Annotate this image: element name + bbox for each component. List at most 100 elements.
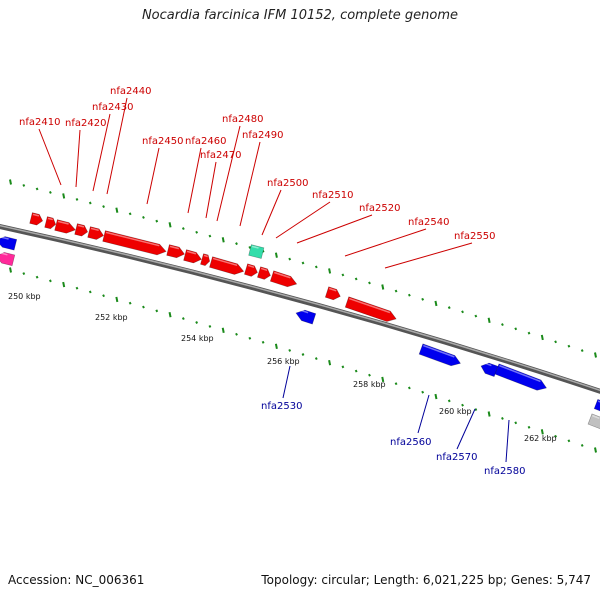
forward-gene <box>183 249 202 264</box>
tick-mark <box>434 300 438 307</box>
reverse-gene <box>0 251 16 267</box>
tick-mark <box>115 296 119 303</box>
tick-mark <box>421 390 425 394</box>
forward-gene <box>324 286 341 301</box>
leader-line <box>106 97 128 195</box>
gene-label-nfa2540: nfa2540 <box>408 217 449 228</box>
tick-mark <box>181 317 185 321</box>
tick-mark <box>501 323 504 326</box>
tick-mark <box>567 439 571 443</box>
gene-label-nfa2580: nfa2580 <box>484 466 525 477</box>
gene-label-nfa2460: nfa2460 <box>185 136 226 147</box>
gene-label-nfa2430: nfa2430 <box>92 102 133 113</box>
tick-mark <box>48 190 52 194</box>
tick-mark <box>235 242 238 246</box>
gene-label-nfa2520: nfa2520 <box>359 203 400 214</box>
forward-gene <box>44 216 57 230</box>
scale-label: 262 kbp <box>524 434 557 443</box>
tick-mark <box>501 416 504 420</box>
scale-label: 252 kbp <box>95 313 128 322</box>
rna-gene <box>248 244 265 259</box>
tick-mark <box>22 272 26 276</box>
tick-mark <box>195 321 199 324</box>
tick-mark <box>368 281 371 285</box>
gene-label-nfa2440: nfa2440 <box>110 86 151 97</box>
gene-label-nfa2410: nfa2410 <box>19 117 60 128</box>
leader-line <box>275 201 331 239</box>
tick-mark <box>248 246 252 249</box>
tick-mark <box>88 290 92 294</box>
scale-label: 250 kbp <box>8 292 41 301</box>
gene-label-nfa2510: nfa2510 <box>312 190 353 201</box>
tick-mark <box>354 369 358 373</box>
leader-line <box>75 129 81 188</box>
tick-mark <box>540 429 544 435</box>
tick-mark <box>288 348 292 352</box>
leader-line <box>417 394 430 434</box>
tick-mark <box>288 257 292 261</box>
gene-label-nfa2560: nfa2560 <box>390 437 431 448</box>
inner-tick-ring <box>9 267 597 453</box>
tick-mark <box>9 267 12 273</box>
tick-mark <box>594 447 597 453</box>
forward-gene <box>102 230 167 256</box>
tick-mark <box>580 349 584 353</box>
scale-label: 260 kbp <box>439 407 472 416</box>
reverse-gene <box>593 398 600 412</box>
tick-mark <box>461 310 464 314</box>
tick-mark <box>88 201 92 205</box>
forward-gene <box>344 296 397 322</box>
leader-line <box>261 189 282 236</box>
tick-mark <box>195 230 199 234</box>
tick-mark <box>155 309 159 313</box>
tick-mark <box>142 305 145 309</box>
leader-line <box>344 228 427 257</box>
tick-mark <box>9 179 12 185</box>
tick-mark <box>181 227 185 230</box>
leader-line <box>282 365 291 399</box>
forward-gene <box>269 270 298 288</box>
tick-mark <box>75 197 79 201</box>
gene-label-nfa2450: nfa2450 <box>142 136 183 147</box>
leader-line <box>296 214 373 244</box>
tick-mark <box>75 286 79 290</box>
tick-mark <box>368 373 371 377</box>
tick-mark <box>35 275 39 279</box>
leader-line <box>456 408 476 450</box>
tick-mark <box>22 183 26 187</box>
leader-line <box>505 419 510 463</box>
tick-mark <box>274 252 278 258</box>
tick-mark <box>328 360 332 366</box>
tick-mark <box>274 343 278 350</box>
leader-line <box>146 147 160 205</box>
leader-line <box>216 125 241 222</box>
outer-tick-ring <box>9 179 597 358</box>
tick-mark <box>381 284 385 290</box>
tick-mark <box>155 219 159 223</box>
tick-mark <box>62 193 66 199</box>
tick-mark <box>208 234 212 238</box>
gene-label-nfa2570: nfa2570 <box>436 452 477 463</box>
scale-label: 254 kbp <box>181 334 214 343</box>
tick-mark <box>514 421 518 425</box>
forward-gene <box>166 244 185 259</box>
leader-line <box>205 161 217 219</box>
tick-mark <box>221 327 225 334</box>
tick-mark <box>128 301 132 305</box>
tick-mark <box>421 297 425 301</box>
tick-mark <box>447 306 451 310</box>
gene-label-nfa2420: nfa2420 <box>65 118 106 129</box>
tick-mark <box>474 314 478 318</box>
tick-mark <box>328 268 332 274</box>
gene-label-nfa2490: nfa2490 <box>242 130 283 141</box>
tick-mark <box>168 222 172 228</box>
tick-mark <box>354 277 358 281</box>
leader-line <box>187 147 202 214</box>
scale-label: 258 kbp <box>353 380 386 389</box>
tick-mark <box>115 207 119 213</box>
tick-mark <box>594 352 597 358</box>
tick-mark <box>394 289 398 293</box>
tick-mark <box>48 279 52 283</box>
scale-labels: 250 kbp 252 kbp 254 kbp 256 kbp 258 kbp 260 k… <box>8 292 557 443</box>
